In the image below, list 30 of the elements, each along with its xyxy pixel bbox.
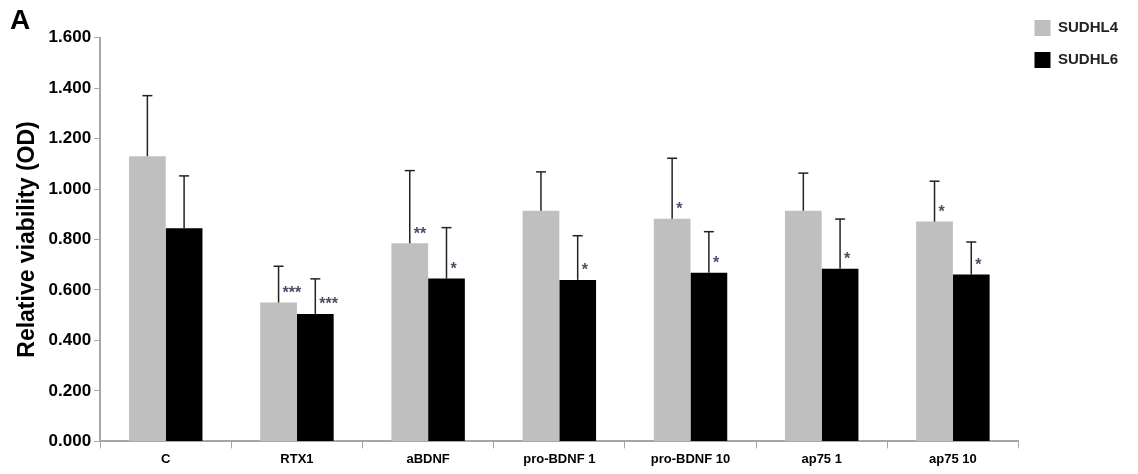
data-label: **	[413, 224, 427, 242]
chart-title: A	[10, 3, 31, 35]
y-tick-label: 0.400	[48, 330, 92, 350]
data-label: ***	[319, 295, 339, 313]
data-label: ***	[282, 284, 303, 301]
y-tick-label: 0.600	[48, 279, 92, 299]
y-axis-title: Relative viability (OD)	[13, 121, 40, 358]
x-tick-label: pro-BDNF 10	[650, 450, 731, 466]
data-label: *	[676, 200, 684, 218]
x-tick-label: ap75 10	[929, 450, 977, 466]
y-tick-label: 1.200	[48, 128, 92, 148]
y-tick-label: 1.000	[48, 178, 92, 198]
legend-label: SUDHL6	[1057, 50, 1119, 68]
x-tick-label: C	[161, 450, 172, 466]
y-tick-label: 1.400	[48, 77, 92, 97]
data-label: *	[712, 254, 720, 272]
data-label: *	[450, 260, 458, 278]
y-tick-label: 1.600	[48, 27, 92, 47]
x-tick-label: ap75 1	[801, 450, 842, 466]
data-label: *	[975, 255, 983, 273]
data-label: *	[938, 202, 946, 220]
y-tick-label: 0.800	[48, 229, 92, 249]
x-tick-label: aBDNF	[406, 450, 450, 466]
data-label: *	[581, 261, 589, 279]
legend-label: SUDHL4	[1057, 18, 1119, 36]
x-tick-label: pro-BDNF 1	[523, 450, 596, 466]
x-tick-label: RTX1	[280, 450, 314, 466]
data-label: *	[844, 250, 852, 268]
y-tick-label: 0.000	[48, 431, 92, 451]
y-tick-label: 0.200	[48, 380, 92, 400]
